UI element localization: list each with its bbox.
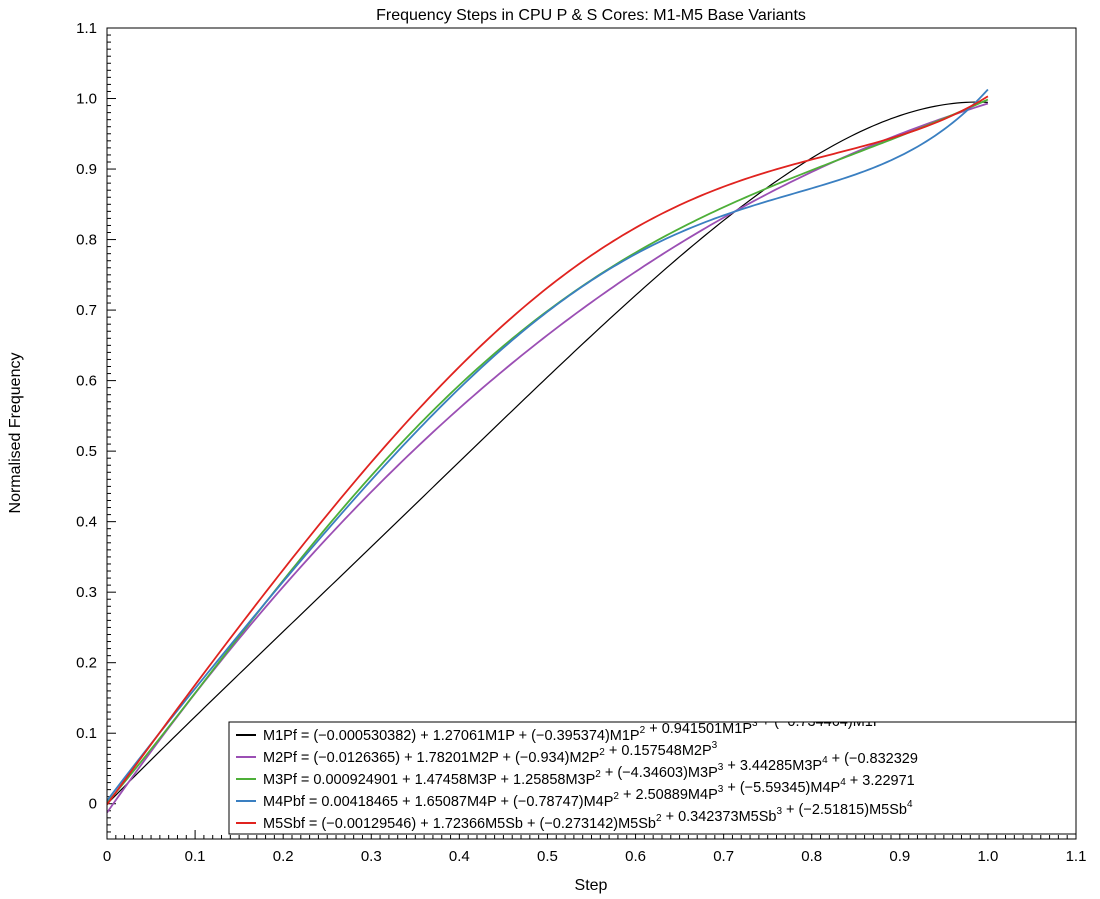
- x-tick-label: 0.6: [625, 848, 646, 865]
- y-tick-label: 0.1: [76, 725, 97, 742]
- y-tick-label: 0.2: [76, 655, 97, 672]
- x-tick-label: 0.7: [713, 848, 734, 865]
- y-tick-label: 1.1: [76, 20, 97, 37]
- series-layer: [107, 90, 988, 813]
- series-line-m1pf: [107, 102, 988, 804]
- y-tick-label: 0.3: [76, 584, 97, 601]
- x-tick-label: 0.4: [449, 848, 470, 865]
- series-line-m3pf: [107, 100, 988, 804]
- x-tick-label: 1.1: [1066, 848, 1087, 865]
- series-line-m5sbf: [107, 96, 988, 804]
- x-tick-label: 0.2: [273, 848, 294, 865]
- x-tick-label: 0.8: [801, 848, 822, 865]
- y-tick-label: 0.9: [76, 161, 97, 178]
- y-axis-label: Normalised Frequency: [7, 353, 24, 514]
- x-axis-label: Step: [575, 877, 608, 894]
- y-tick-label: 0.5: [76, 443, 97, 460]
- legend: M1Pf = (−0.000530382) + 1.27061M1P + (−0…: [229, 707, 1076, 834]
- x-tick-label: 0.5: [537, 848, 558, 865]
- y-tick-label: 0.8: [76, 232, 97, 249]
- y-tick-label: 0.6: [76, 373, 97, 390]
- y-tick-label: 1.0: [76, 91, 97, 108]
- x-tick-label: 0.9: [889, 848, 910, 865]
- x-axis: 0 0.1 0.2 0.3 0.4 0.5 0.6 0.7 0.8 0.9 1.0 1.1: [103, 830, 1087, 865]
- plot-frame: [107, 28, 1076, 839]
- x-tick-label: 0: [103, 848, 111, 865]
- series-line-m2pf: [107, 104, 988, 813]
- x-tick-label: 1.0: [977, 848, 998, 865]
- y-tick-label: 0.4: [76, 514, 97, 531]
- chart-title: Frequency Steps in CPU P & S Cores: M1-M…: [376, 7, 806, 24]
- y-axis: 0 0.1 0.2 0.3 0.4 0.5 0.6 0.7 0.8 0.9 1.0 1.1: [76, 20, 116, 832]
- y-tick-label: 0.7: [76, 302, 97, 319]
- x-tick-label: 0.1: [185, 848, 206, 865]
- x-tick-label: 0.3: [361, 848, 382, 865]
- y-tick-label: 0: [89, 796, 97, 813]
- series-line-m4pbf: [107, 90, 988, 801]
